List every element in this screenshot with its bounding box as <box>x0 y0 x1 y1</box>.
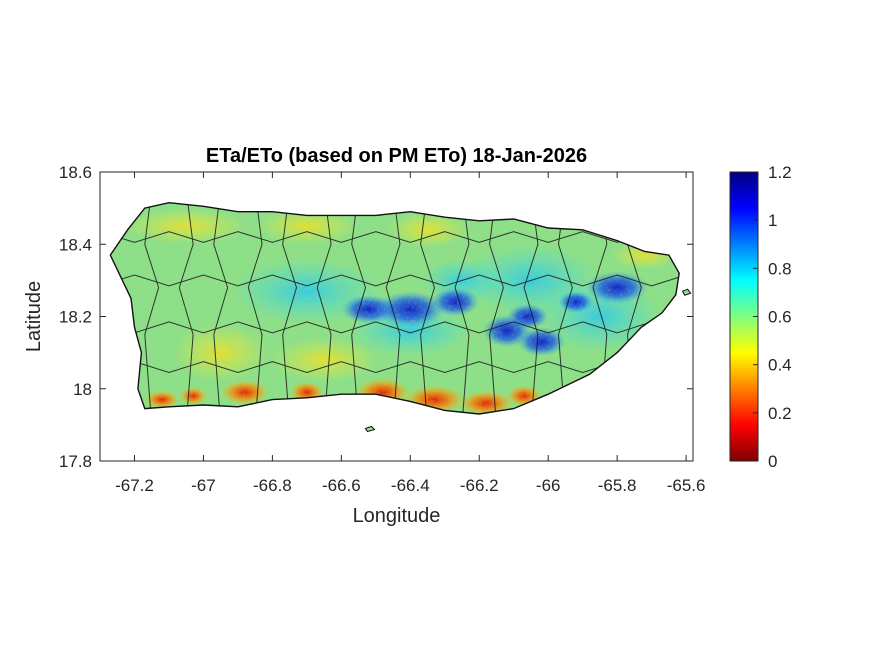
boundary-line <box>110 274 680 287</box>
y-axis-label: Latitude <box>23 281 45 352</box>
y-tick-label: 18.6 <box>59 163 92 182</box>
x-tick-label: -66.8 <box>253 476 292 495</box>
south-islet <box>364 425 376 433</box>
colorbar-tick-label: 0.4 <box>768 356 792 375</box>
boundary-line <box>110 361 680 374</box>
x-tick-label: -67.2 <box>115 476 154 495</box>
boundary-line <box>213 202 229 414</box>
boundary-line <box>110 231 680 243</box>
colorbar-tick-label: 0.8 <box>768 259 792 278</box>
colorbar-tick-label: 1.2 <box>768 163 792 182</box>
boundary-line <box>144 202 160 414</box>
x-axis: -67.2 -67 -66.8 -66.6 -66.4 -66.2 -66 -65.8 -65.… <box>115 172 705 495</box>
y-tick-label: 18 <box>73 380 92 399</box>
east-islet <box>681 288 692 296</box>
x-tick-label: -66 <box>536 476 561 495</box>
boundary-line <box>351 202 367 414</box>
chart-title: ETa/ETo (based on PM ETo) 18-Jan-2026 <box>206 145 587 167</box>
x-tick-label: -66.2 <box>460 476 499 495</box>
coastline <box>109 201 680 415</box>
y-axis: 17.8 18 18.2 18.4 18.6 <box>59 163 693 471</box>
eta-eto-field <box>110 202 680 414</box>
boundary-line <box>523 202 539 414</box>
boundary-line <box>420 202 435 414</box>
boundary-line <box>247 202 263 414</box>
x-tick-label: -65.6 <box>667 476 706 495</box>
boundary-line <box>454 202 470 414</box>
x-axis-label: Longitude <box>353 505 441 527</box>
colorbar-ticks: 0 0.2 0.4 0.6 0.8 1 1.2 <box>753 163 792 471</box>
colorbar-tick-label: 0.6 <box>768 308 792 327</box>
colorbar-tick-label: 0.2 <box>768 404 792 423</box>
y-tick-label: 18.4 <box>59 235 92 254</box>
boundary-line <box>316 202 332 414</box>
y-tick-label: 18.2 <box>59 308 92 327</box>
colorbar-tick-label: 1 <box>768 211 777 230</box>
x-tick-label: -66.6 <box>322 476 361 495</box>
map-layer <box>109 201 692 433</box>
x-tick-label: -65.8 <box>598 476 637 495</box>
boundary-line <box>385 202 401 414</box>
boundary-line <box>110 321 680 334</box>
y-tick-label: 17.8 <box>59 452 92 471</box>
x-tick-label: -66.4 <box>391 476 430 495</box>
boundary-line <box>282 202 298 414</box>
x-tick-label: -67 <box>191 476 216 495</box>
boundary-line <box>489 202 504 414</box>
boundary-line <box>178 202 194 414</box>
colorbar-tick-label: 0 <box>768 452 777 471</box>
